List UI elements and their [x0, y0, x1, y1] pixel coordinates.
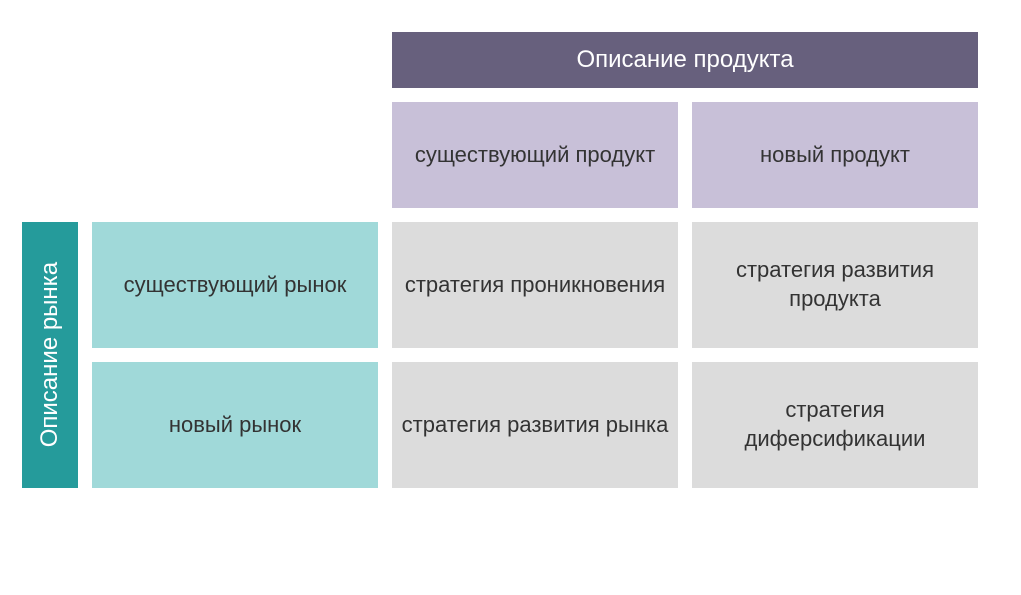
cell-market-development-strategy: стратегия развития рынка: [390, 360, 680, 490]
header-product-description: Описание продукта: [390, 30, 980, 90]
column-header-existing-product: существующий продукт: [390, 100, 680, 210]
header-market-label: Описание рынка: [34, 262, 65, 447]
cell-product-development-strategy: стратегия развития продукта: [690, 220, 980, 350]
row-header-new-market: новый рынок: [90, 360, 380, 490]
column-header-new-product: новый продукт: [690, 100, 980, 210]
cell-diversification-strategy: стратегия диферсификации: [690, 360, 980, 490]
cell-penetration-strategy: стратегия проникновения: [390, 220, 680, 350]
ansoff-matrix: Описание продукта существующий продукт н…: [20, 30, 1001, 490]
header-market-description: Описание рынка: [20, 220, 80, 490]
row-header-existing-market: существующий рынок: [90, 220, 380, 350]
